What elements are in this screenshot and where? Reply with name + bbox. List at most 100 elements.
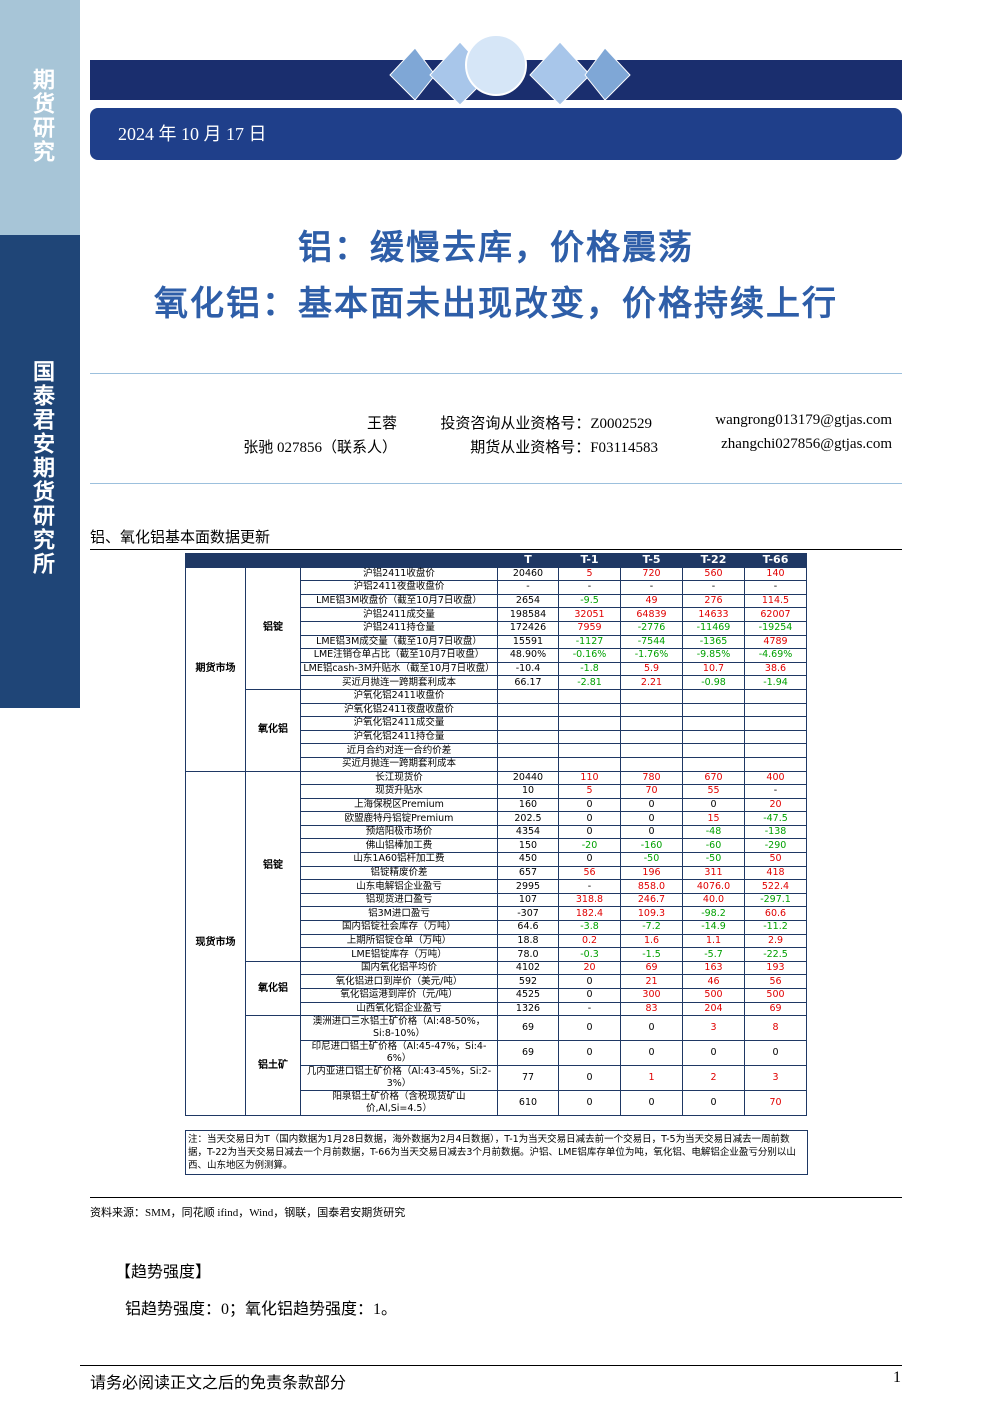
- value-cell: 0.2: [558, 933, 621, 949]
- value-cell: 2: [682, 1065, 745, 1092]
- header-banner: [90, 34, 902, 106]
- value-cell: 49: [620, 593, 683, 609]
- item-cell: 山东电解铝企业盈亏: [300, 879, 498, 894]
- header-cell: [185, 553, 246, 568]
- value-cell: 10: [497, 784, 559, 799]
- value-cell: 0: [744, 1040, 807, 1067]
- value-cell: 64.6: [497, 920, 559, 935]
- value-cell: 8: [744, 1015, 807, 1042]
- empty-cell: [744, 702, 807, 718]
- value-cell: 20440: [497, 770, 559, 786]
- divider: [90, 549, 902, 550]
- item-cell: LME注销仓单占比（截至10月7日收盘）: [300, 648, 498, 663]
- table-row: 山西氧化铝企业盈亏 1326-83 204 69: [186, 1001, 807, 1017]
- header-cell: [245, 553, 301, 568]
- value-cell: -50: [682, 852, 745, 867]
- value-cell: 10.7: [682, 661, 745, 677]
- value-cell: 400: [744, 770, 807, 786]
- value-cell: -7.2: [620, 920, 683, 935]
- trend-text: 铝趋势强度：0；氧化铝趋势强度：1。: [125, 1301, 398, 1318]
- item-cell: 欧盟鹿特丹铝锭Premium: [300, 811, 498, 826]
- value-cell: 38.6: [744, 661, 807, 677]
- value-cell: -0.16%: [558, 648, 621, 663]
- value-cell: 4102: [497, 960, 559, 976]
- divider: [80, 1365, 902, 1366]
- data-table: T T-1 T-5 T-22 T-66 期货市场 铝锭 沪铝2411收盘价 20460 5 720…: [185, 553, 807, 1117]
- empty-cell: [497, 756, 559, 772]
- value-cell: 0: [558, 852, 621, 867]
- table-row: 几内亚进口铝土矿价格（Al:43-45%，Si:2-3%） 77 0 1 2 3: [186, 1065, 807, 1092]
- empty-cell: [497, 688, 559, 704]
- value-cell: 69: [497, 1040, 559, 1067]
- value-cell: -10.4: [497, 661, 559, 677]
- value-cell: -11469: [682, 620, 745, 636]
- value-cell: -60: [682, 838, 745, 854]
- empty-cell: [620, 743, 683, 758]
- header-cell: [300, 553, 498, 568]
- table-row: 山东1A60铝杆加工费 450 0 -50 -50 50: [186, 852, 807, 867]
- item-cell: 铝3M进口盈亏: [300, 906, 498, 922]
- value-cell: 318.8: [558, 892, 621, 908]
- value-cell: -3.8: [558, 920, 621, 935]
- value-cell: 0: [620, 1015, 683, 1042]
- item-cell: LME铝3M收盘价（截至10月7日收盘）: [300, 593, 498, 609]
- table-row: 铝现货进口盈亏 107 318.8 246.7 40.0 -297.1: [186, 892, 807, 908]
- value-cell: 110: [558, 770, 621, 786]
- subgroup-cell: 铝锭: [245, 566, 301, 690]
- banner-logo: [389, 34, 631, 106]
- item-cell: LME铝3M成交量（截至10月7日收盘）: [300, 634, 498, 650]
- divider: [90, 373, 902, 374]
- value-cell: -47.5: [744, 811, 807, 826]
- value-cell: 109.3: [620, 906, 683, 922]
- header-cell: T-5: [620, 553, 683, 568]
- value-cell: 2.21: [620, 675, 683, 690]
- value-cell: 40.0: [682, 892, 745, 908]
- value-cell: 3: [744, 1065, 807, 1092]
- value-cell: 1: [620, 1065, 683, 1092]
- value-cell: -1.5: [620, 947, 683, 962]
- item-cell: 沪铝2411持仓量: [300, 620, 498, 636]
- value-cell: -0.98: [682, 675, 745, 690]
- value-cell: 0: [558, 1040, 621, 1067]
- value-cell: -290: [744, 838, 807, 854]
- value-cell: 140: [744, 566, 807, 582]
- value-cell: -: [558, 1001, 621, 1017]
- page-number: 1: [893, 1369, 901, 1386]
- empty-cell: [682, 716, 745, 731]
- item-cell: 山西氧化铝企业盈亏: [300, 1001, 498, 1017]
- item-cell: 沪氧化铝2411持仓量: [300, 729, 498, 745]
- subgroup-cell: 铝锭: [245, 770, 301, 962]
- empty-cell: [682, 756, 745, 772]
- value-cell: 0: [558, 797, 621, 813]
- empty-cell: [744, 688, 807, 704]
- title: 铝：缓慢去库，价格震荡: [298, 230, 694, 267]
- item-cell: 现货升贴水: [300, 784, 498, 799]
- value-cell: 83: [620, 1001, 683, 1017]
- header-cell: T-1: [558, 553, 621, 568]
- value-cell: 592: [497, 974, 559, 989]
- table-row: 氧化铝进口到岸价（美元/吨） 592 0 21 46 56: [186, 974, 807, 989]
- value-cell: 55: [682, 784, 745, 799]
- item-cell: 上海保税区Premium: [300, 797, 498, 813]
- item-cell: 上期所铝锭仓单（万吨）: [300, 933, 498, 949]
- table-row: 铝3M进口盈亏 -307 182.4 109.3 -98.2 60.6: [186, 906, 807, 922]
- sidebar-main-text: 国泰君安期货研究所: [30, 360, 55, 576]
- header-cell: T-66: [744, 553, 807, 568]
- item-cell: 几内亚进口铝土矿价格（Al:43-45%，Si:2-3%）: [300, 1065, 498, 1092]
- value-cell: 64839: [620, 607, 683, 622]
- empty-cell: [558, 729, 621, 745]
- value-cell: 196: [620, 865, 683, 881]
- value-cell: -50: [620, 852, 683, 867]
- value-cell: 0: [558, 1015, 621, 1042]
- empty-cell: [620, 702, 683, 718]
- table-row: 阳泉铝土矿价格（含税现货矿山价,Al,Si=4.5） 610 0 0 0 70: [186, 1090, 807, 1117]
- value-cell: 70: [620, 784, 683, 799]
- sidebar-top: 期货研究: [0, 0, 80, 235]
- value-cell: -9.5: [558, 593, 621, 609]
- value-cell: 160: [497, 797, 559, 813]
- value-cell: 202.5: [497, 811, 559, 826]
- table-note: 注：当天交易日为T（国内数据为1月28日数据，海外数据为2月4日数据），T-1为…: [185, 1130, 808, 1175]
- empty-cell: [620, 756, 683, 772]
- value-cell: -: [497, 580, 559, 595]
- table-title: 铝、氧化铝基本面数据更新: [90, 530, 271, 546]
